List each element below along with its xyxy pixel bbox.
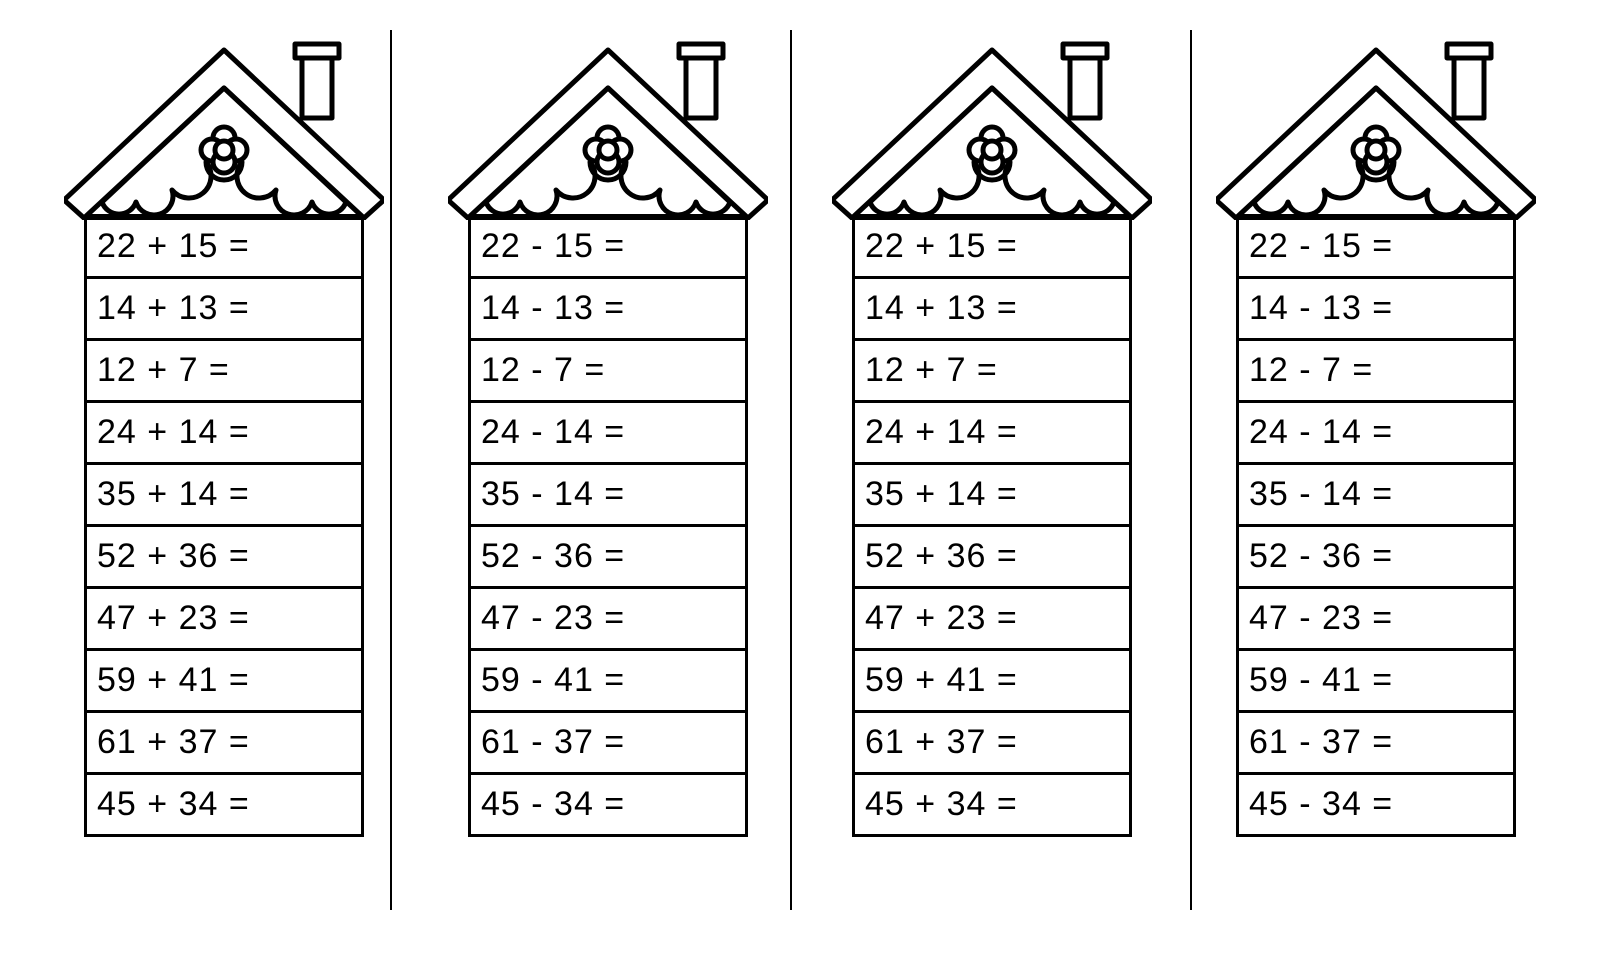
house-roof: [448, 30, 768, 220]
worksheet-page: 22 + 15 = 14 + 13 = 12 + 7 = 24 + 14 = 3…: [0, 0, 1600, 971]
roof-svg: [64, 30, 384, 220]
house-column-1: 22 + 15 = 14 + 13 = 12 + 7 = 24 + 14 = 3…: [64, 30, 384, 837]
problem-row: 52 + 36 =: [855, 524, 1129, 586]
problem-row: 45 - 34 =: [471, 772, 745, 834]
problem-row: 45 + 34 =: [855, 772, 1129, 834]
problem-row: 24 - 14 =: [471, 400, 745, 462]
problem-row: 61 + 37 =: [855, 710, 1129, 772]
column-separator: [790, 30, 792, 910]
problem-row: 24 + 14 =: [87, 400, 361, 462]
problem-row: 59 + 41 =: [855, 648, 1129, 710]
problem-row: 22 - 15 =: [471, 214, 745, 276]
problem-row: 24 + 14 =: [855, 400, 1129, 462]
problem-row: 22 + 15 =: [87, 214, 361, 276]
problem-row: 59 - 41 =: [471, 648, 745, 710]
roof-svg: [1216, 30, 1536, 220]
problem-row: 52 + 36 =: [87, 524, 361, 586]
house-column-2: 22 - 15 = 14 - 13 = 12 - 7 = 24 - 14 = 3…: [448, 30, 768, 837]
problem-row: 35 + 14 =: [87, 462, 361, 524]
house-roof: [1216, 30, 1536, 220]
house-roof: [832, 30, 1152, 220]
problem-row: 14 + 13 =: [87, 276, 361, 338]
house-roof: [64, 30, 384, 220]
problem-row: 22 - 15 =: [1239, 214, 1513, 276]
problem-table: 22 + 15 = 14 + 13 = 12 + 7 = 24 + 14 = 3…: [852, 214, 1132, 837]
problem-table: 22 - 15 = 14 - 13 = 12 - 7 = 24 - 14 = 3…: [468, 214, 748, 837]
problem-row: 14 + 13 =: [855, 276, 1129, 338]
problem-row: 12 + 7 =: [87, 338, 361, 400]
problem-row: 14 - 13 =: [471, 276, 745, 338]
problem-table: 22 + 15 = 14 + 13 = 12 + 7 = 24 + 14 = 3…: [84, 214, 364, 837]
problem-row: 35 + 14 =: [855, 462, 1129, 524]
problem-row: 47 + 23 =: [87, 586, 361, 648]
problem-row: 61 - 37 =: [1239, 710, 1513, 772]
problem-row: 47 - 23 =: [471, 586, 745, 648]
problem-row: 12 - 7 =: [471, 338, 745, 400]
problem-row: 59 + 41 =: [87, 648, 361, 710]
column-separator: [390, 30, 392, 910]
problem-row: 22 + 15 =: [855, 214, 1129, 276]
problem-table: 22 - 15 = 14 - 13 = 12 - 7 = 24 - 14 = 3…: [1236, 214, 1516, 837]
problem-row: 61 + 37 =: [87, 710, 361, 772]
problem-row: 59 - 41 =: [1239, 648, 1513, 710]
house-column-4: 22 - 15 = 14 - 13 = 12 - 7 = 24 - 14 = 3…: [1216, 30, 1536, 837]
problem-row: 24 - 14 =: [1239, 400, 1513, 462]
roof-svg: [832, 30, 1152, 220]
problem-row: 52 - 36 =: [1239, 524, 1513, 586]
problem-row: 61 - 37 =: [471, 710, 745, 772]
house-column-3: 22 + 15 = 14 + 13 = 12 + 7 = 24 + 14 = 3…: [832, 30, 1152, 837]
problem-row: 45 - 34 =: [1239, 772, 1513, 834]
problem-row: 12 + 7 =: [855, 338, 1129, 400]
problem-row: 52 - 36 =: [471, 524, 745, 586]
problem-row: 14 - 13 =: [1239, 276, 1513, 338]
column-separator: [1190, 30, 1192, 910]
problem-row: 45 + 34 =: [87, 772, 361, 834]
problem-row: 47 + 23 =: [855, 586, 1129, 648]
problem-row: 12 - 7 =: [1239, 338, 1513, 400]
roof-svg: [448, 30, 768, 220]
problem-row: 47 - 23 =: [1239, 586, 1513, 648]
problem-row: 35 - 14 =: [1239, 462, 1513, 524]
problem-row: 35 - 14 =: [471, 462, 745, 524]
